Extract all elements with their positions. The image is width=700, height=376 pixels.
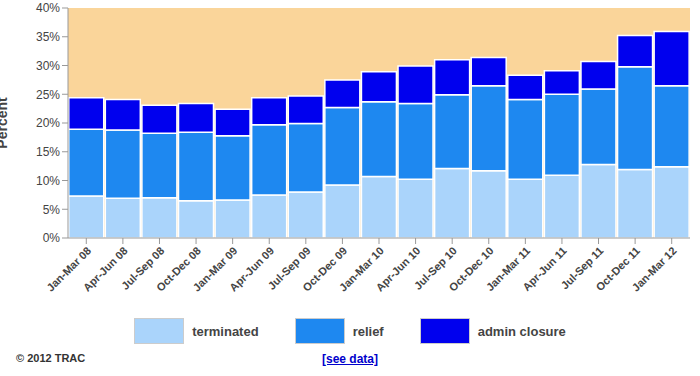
html-text:terminated: terminated [192, 323, 259, 339]
html-text:admin closure: admin closure [477, 323, 566, 339]
svg-text:30%: 30% [36, 59, 60, 73]
svg-text:Percent: Percent [8, 97, 10, 149]
svg-text:25%: 25% [36, 88, 60, 102]
svg-text:10%: 10% [36, 174, 60, 188]
svg-text:Jul-Sep 08: Jul-Sep 08 [119, 244, 167, 292]
svg-text:Jul-Sep 09: Jul-Sep 09 [265, 244, 313, 292]
svg-text:Jul-Sep 10: Jul-Sep 10 [411, 244, 460, 292]
svg-text:Apr-Jun 10: Apr-Jun 10 [373, 244, 423, 294]
svg-text:Jan-Mar 11: Jan-Mar 11 [483, 244, 533, 294]
svg-text:Oct-Dec 10: Oct-Dec 10 [446, 244, 496, 294]
svg-text:Jul-Sep 11: Jul-Sep 11 [558, 244, 606, 292]
svg-text:5%: 5% [43, 203, 61, 217]
svg-text:40%: 40% [36, 1, 60, 15]
svg-text:Oct-Dec 09: Oct-Dec 09 [300, 244, 350, 294]
svg-text:Apr-Jun 08: Apr-Jun 08 [80, 244, 130, 294]
svg-text:0%: 0% [43, 231, 61, 245]
html-text:© 2012 TRAC: © 2012 TRAC [16, 352, 86, 364]
svg-text:Jan-Mar 10: Jan-Mar 10 [336, 244, 386, 294]
svg-text:20%: 20% [36, 116, 60, 130]
html-text:relief: relief [352, 323, 384, 339]
svg-text:Apr-Jun 11: Apr-Jun 11 [520, 244, 569, 294]
svg-text:Oct-Dec 08: Oct-Dec 08 [153, 244, 203, 294]
svg-text:Jan-Mar 08: Jan-Mar 08 [44, 244, 94, 294]
svg-text:Jan-Mar 09: Jan-Mar 09 [190, 244, 240, 294]
html-text:[see data]: [see data] [322, 352, 378, 366]
svg-text:Oct-Dec 11: Oct-Dec 11 [593, 244, 643, 294]
svg-text:35%: 35% [36, 30, 60, 44]
svg-text:15%: 15% [36, 145, 60, 159]
svg-text:Apr-Jun 09: Apr-Jun 09 [227, 244, 277, 294]
svg-text:Jan-Mar 12: Jan-Mar 12 [630, 244, 679, 293]
